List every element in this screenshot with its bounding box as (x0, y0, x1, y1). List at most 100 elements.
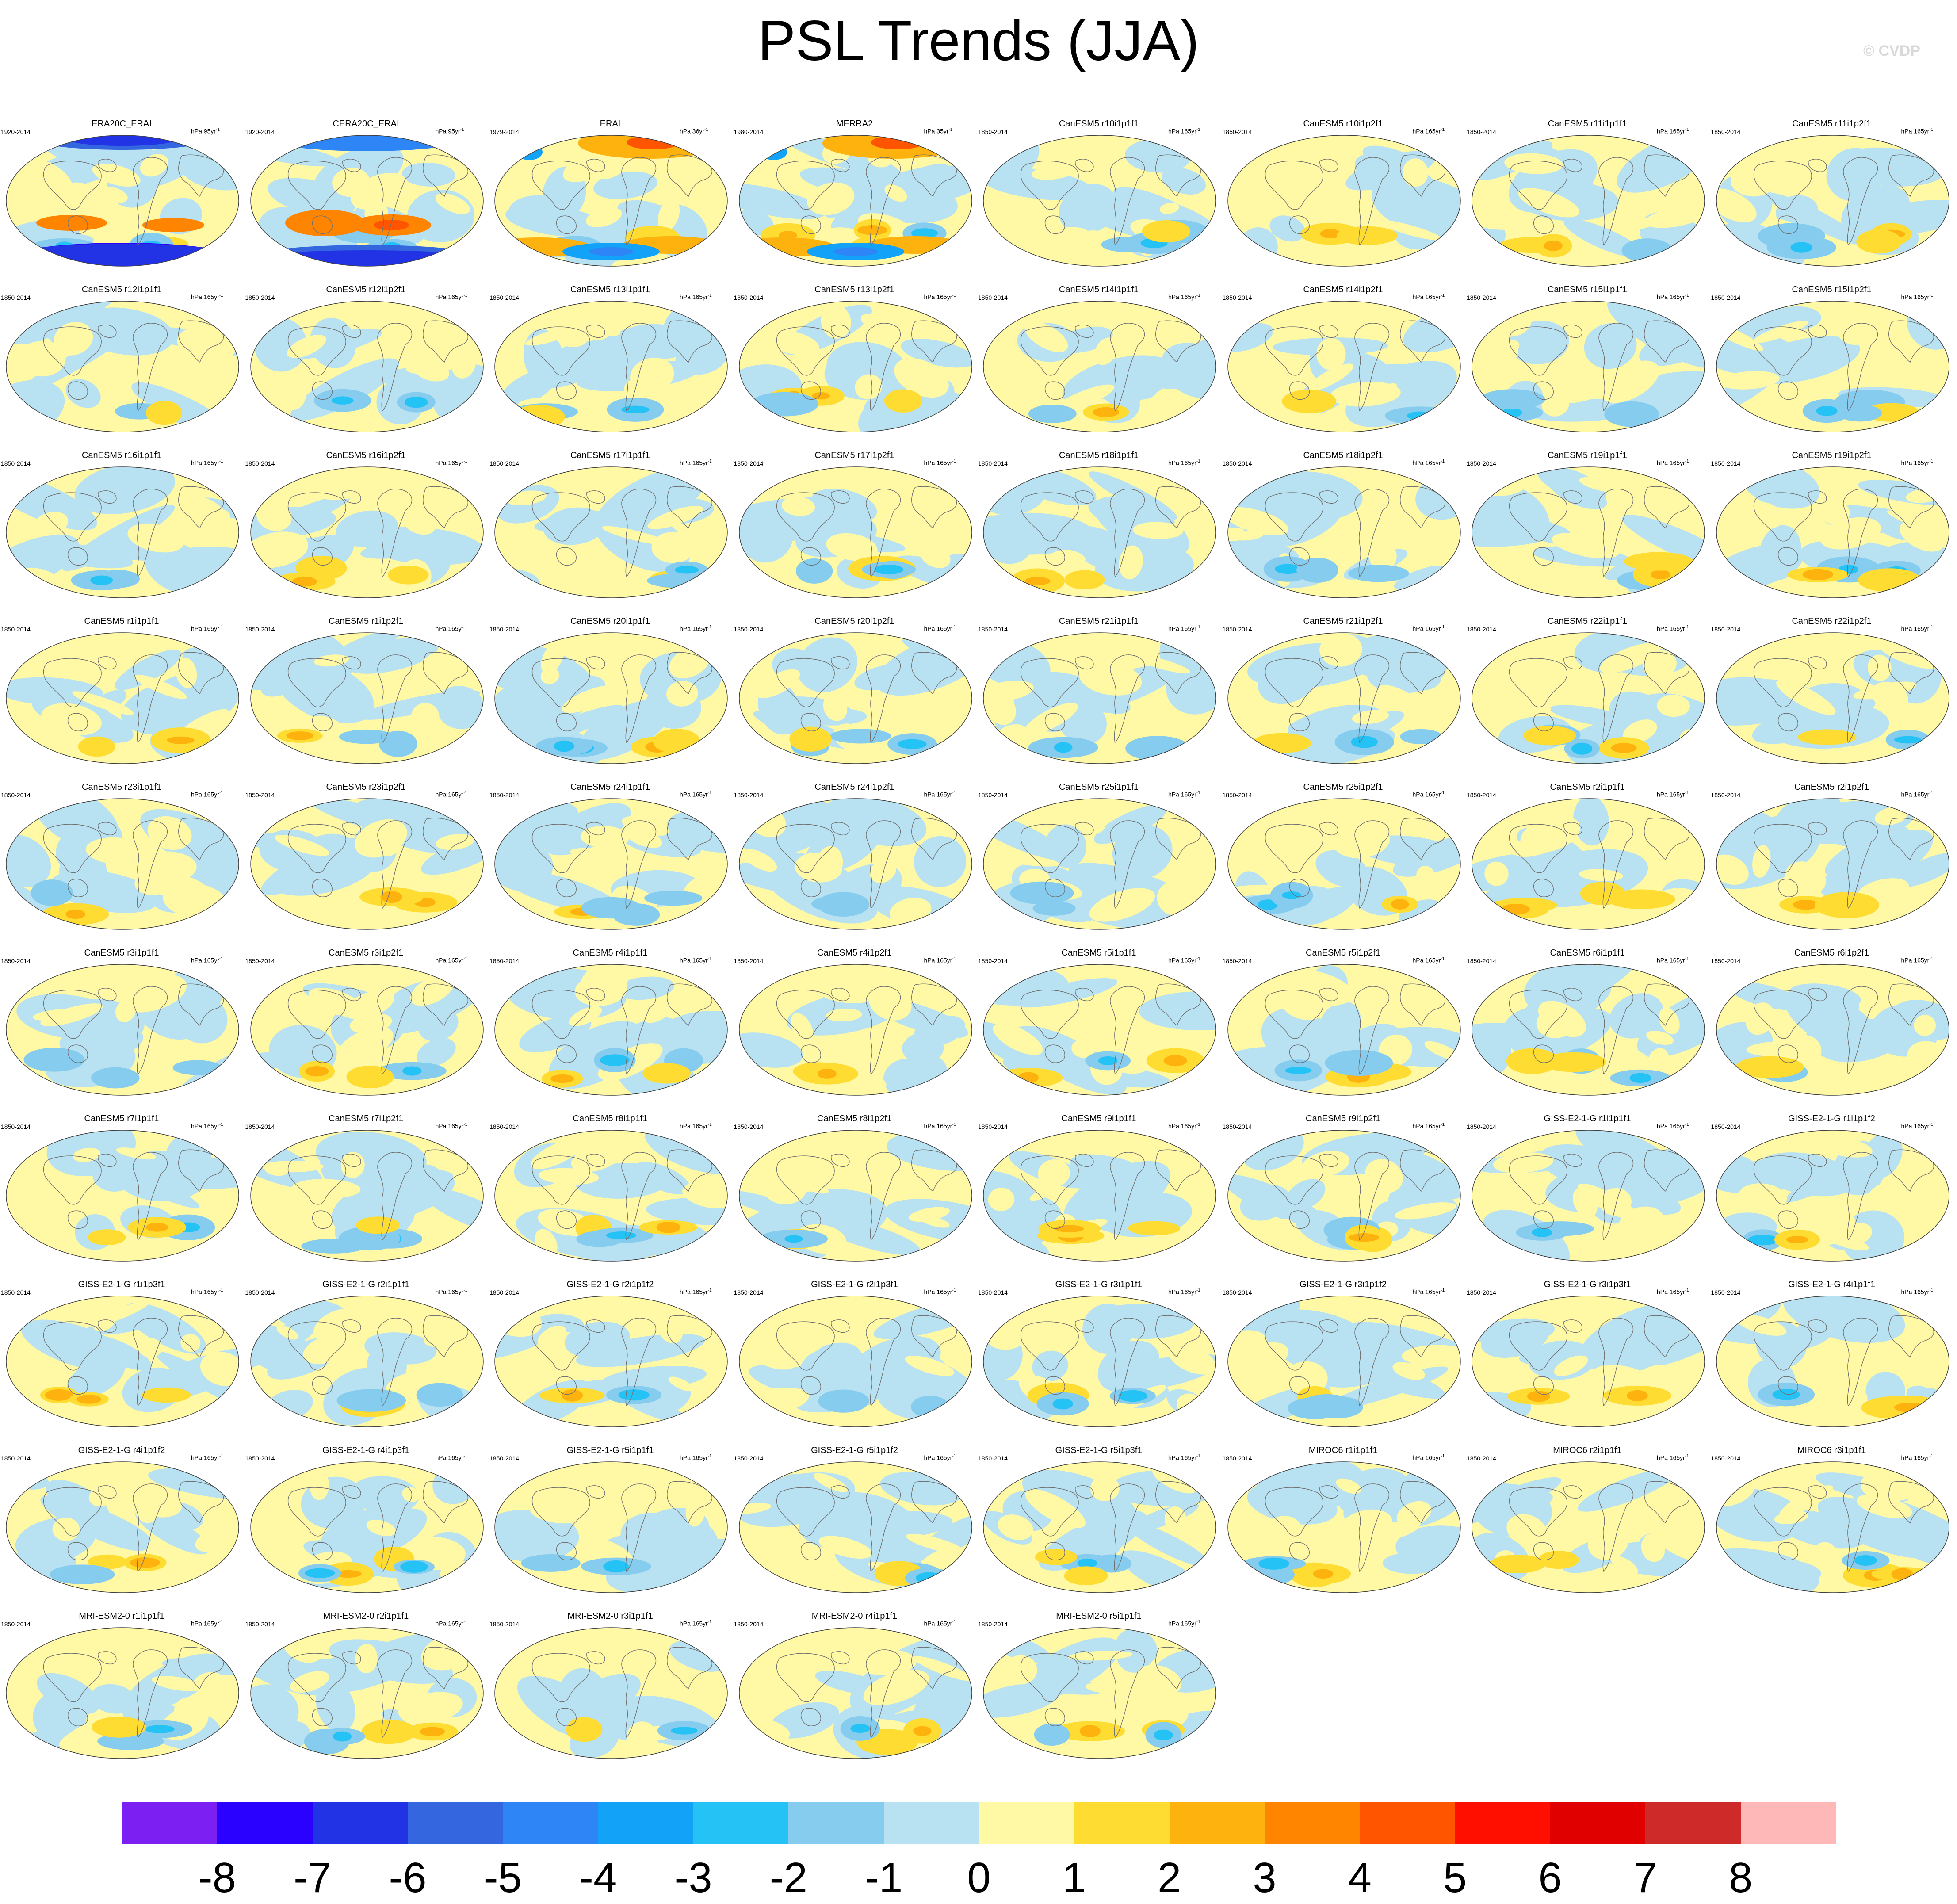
panel-period: 1979-2014 (489, 128, 519, 135)
panel-units-exponent: -1 (1196, 1454, 1200, 1459)
panel-units-text: hPa 165yr (1412, 127, 1441, 135)
colorbar-segment (122, 1802, 218, 1844)
panel-units-text: hPa 165yr (1657, 625, 1685, 632)
panel-period: 1850-2014 (489, 1455, 519, 1462)
panel-units-text: hPa 165yr (1168, 127, 1196, 135)
map-panel: CanESM5 r10i1p2f1 1850-2014 hPa 165yr-1 (1222, 119, 1465, 273)
panel-title: MIROC6 r2i1p1f1 (1553, 1445, 1622, 1455)
colorbar-segment (1265, 1802, 1360, 1844)
map-panel: CanESM5 r13i1p1f1 1850-2014 hPa 165yr-1 (489, 284, 732, 439)
panel-title: GISS-E2-1-G r3i1p1f1 (1055, 1280, 1143, 1289)
panel-units: hPa 165yr-1 (191, 956, 223, 964)
panel-period: 1850-2014 (1222, 128, 1252, 135)
panel-units-text: hPa 165yr (680, 791, 708, 798)
map-panel: CanESM5 r6i1p2f1 1850-2014 hPa 165yr-1 (1710, 948, 1953, 1102)
panel-units-text: hPa 165yr (1901, 625, 1930, 632)
panel-units-exponent: -1 (707, 956, 712, 961)
panel-period: 1850-2014 (1467, 128, 1496, 135)
panel-title: CanESM5 r19i1p1f1 (1547, 451, 1628, 460)
panel-period: 1850-2014 (489, 1123, 519, 1130)
panel-units-exponent: -1 (1196, 459, 1200, 464)
panel-units-exponent: -1 (1441, 1454, 1445, 1459)
panel-title: CanESM5 r17i1p1f1 (570, 451, 650, 460)
map-panel: CanESM5 r2i1p1f1 1850-2014 hPa 165yr-1 (1466, 782, 1709, 937)
map-panel: CanESM5 r21i1p1f1 1850-2014 hPa 165yr-1 (977, 616, 1220, 771)
panel-units-exponent: -1 (216, 127, 220, 132)
trend-map (494, 1130, 728, 1262)
panel-units: hPa 165yr-1 (1657, 625, 1689, 632)
panel-units-exponent: -1 (1196, 293, 1200, 298)
panel-title: CanESM5 r19i1p2f1 (1792, 451, 1872, 460)
panel-units-text: hPa 165yr (1901, 791, 1930, 798)
panel-period: 1850-2014 (1, 460, 31, 467)
panel-title: GISS-E2-1-G r3i1p3f1 (1544, 1280, 1631, 1289)
map-panel: CanESM5 r25i1p1f1 1850-2014 hPa 165yr-1 (977, 782, 1220, 937)
panel-period: 1850-2014 (1711, 294, 1741, 301)
panel-title: CanESM5 r23i1p2f1 (326, 782, 406, 792)
panel-title: CanESM5 r10i1p1f1 (1059, 119, 1139, 129)
panel-units-text: hPa 165yr (1657, 1454, 1685, 1461)
trend-map (1716, 301, 1949, 432)
map-panel: CanESM5 r24i1p1f1 1850-2014 hPa 165yr-1 (489, 782, 732, 937)
map-panel: ERA20C_ERAI 1920-2014 hPa 95yr-1 (0, 119, 243, 273)
trend-map (250, 1627, 484, 1759)
trend-map (6, 1130, 239, 1262)
panel-period: 1850-2014 (489, 1621, 519, 1628)
trend-map (6, 135, 239, 267)
panel-title: CanESM5 r25i1p2f1 (1303, 782, 1383, 792)
panel-period: 1850-2014 (489, 1289, 519, 1296)
map-panel: CanESM5 r22i1p2f1 1850-2014 hPa 165yr-1 (1710, 616, 1953, 771)
panel-units: hPa 165yr-1 (1901, 1288, 1934, 1296)
map-panel: CanESM5 r9i1p1f1 1850-2014 hPa 165yr-1 (977, 1113, 1220, 1268)
trend-map (1472, 466, 1705, 598)
map-panel: GISS-E2-1-G r1i1p1f2 1850-2014 hPa 165yr-1 (1710, 1113, 1953, 1268)
trend-map (738, 1461, 972, 1593)
panel-units-exponent: -1 (463, 1620, 468, 1625)
panel-units-text: hPa 165yr (1657, 1288, 1685, 1296)
panel-units: hPa 165yr-1 (436, 293, 468, 301)
map-panel: CanESM5 r6i1p1f1 1850-2014 hPa 165yr-1 (1466, 948, 1709, 1102)
panel-units-text: hPa 165yr (680, 293, 708, 301)
panel-title: CanESM5 r4i1p1f1 (573, 948, 648, 958)
panel-title: CanESM5 r12i1p2f1 (326, 285, 406, 294)
trend-map (738, 1130, 972, 1262)
colorbar-segment (693, 1802, 789, 1844)
panel-units: hPa 165yr-1 (1413, 1122, 1445, 1130)
panel-units: hPa 165yr-1 (1657, 956, 1689, 964)
panel-units-text: hPa 165yr (680, 1454, 708, 1461)
colorbar-tick-label: -8 (198, 1854, 236, 1901)
panel-units: hPa 165yr-1 (1657, 459, 1689, 466)
trend-map (983, 632, 1216, 764)
map-panel: MRI-ESM2-0 r3i1p1f1 1850-2014 hPa 165yr-1 (489, 1611, 732, 1766)
trend-map (1472, 1296, 1705, 1427)
colorbar-segment (1074, 1802, 1170, 1844)
trend-map (6, 1627, 239, 1759)
map-panel: CanESM5 r17i1p2f1 1850-2014 hPa 165yr-1 (733, 450, 976, 605)
panel-title: CanESM5 r15i1p1f1 (1547, 285, 1628, 294)
panel-title: CanESM5 r18i1p2f1 (1303, 451, 1383, 460)
panel-units-text: hPa 165yr (191, 956, 219, 964)
panel-units: hPa 165yr-1 (1413, 625, 1445, 632)
panel-period: 1850-2014 (734, 791, 764, 799)
trend-map (494, 1627, 728, 1759)
panel-units: hPa 165yr-1 (924, 625, 956, 632)
trend-map (494, 301, 728, 432)
panel-units-text: hPa 165yr (1168, 1454, 1196, 1461)
panel-title: CanESM5 r13i1p1f1 (570, 285, 650, 294)
panel-units-exponent: -1 (1685, 1454, 1689, 1459)
panel-units-text: hPa 165yr (1168, 1620, 1196, 1627)
colorbar-tick-label: 6 (1538, 1854, 1562, 1901)
trend-map (1716, 1130, 1949, 1262)
map-panel: CanESM5 r19i1p1f1 1850-2014 hPa 165yr-1 (1466, 450, 1709, 605)
panel-units-text: hPa 165yr (1412, 956, 1441, 964)
panel-units-text: hPa 165yr (1901, 459, 1930, 466)
colorbar-tick-label: 3 (1253, 1854, 1277, 1901)
panel-title: CanESM5 r5i1p1f1 (1061, 948, 1136, 958)
panel-units: hPa 165yr-1 (924, 956, 956, 964)
panel-units-exponent: -1 (460, 127, 464, 132)
panel-title: MERRA2 (836, 119, 873, 129)
panel-title: GISS-E2-1-G r4i1p3f1 (322, 1445, 409, 1455)
colorbar-tick-label: 7 (1633, 1854, 1658, 1901)
panel-units-text: hPa 165yr (191, 459, 219, 466)
panel-units: hPa 165yr-1 (680, 1454, 712, 1461)
